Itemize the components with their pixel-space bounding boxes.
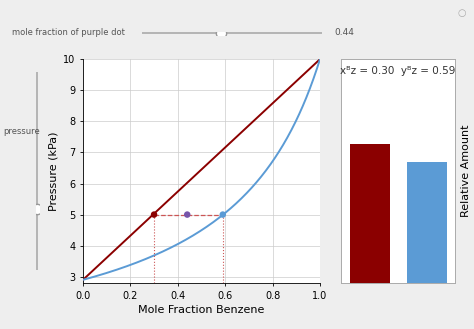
Text: ○: ○ (458, 8, 466, 18)
Text: xᴮz = 0.30  yᴮz = 0.59: xᴮz = 0.30 yᴮz = 0.59 (340, 66, 456, 76)
Y-axis label: Relative Amount: Relative Amount (461, 125, 471, 217)
Point (218, 31, 225, 36)
Point (219, 212, 227, 217)
Y-axis label: Pressure (kPa): Pressure (kPa) (49, 131, 59, 211)
Bar (350, 144, 390, 283)
Text: pressure: pressure (3, 127, 40, 136)
Text: 0.44: 0.44 (334, 28, 354, 38)
Point (34, 207, 41, 212)
X-axis label: Mole Fraction Benzene: Mole Fraction Benzene (138, 305, 264, 315)
Point (150, 212, 158, 217)
Text: mole fraction of purple dot: mole fraction of purple dot (12, 28, 125, 38)
Bar (407, 162, 447, 283)
Point (183, 212, 191, 217)
